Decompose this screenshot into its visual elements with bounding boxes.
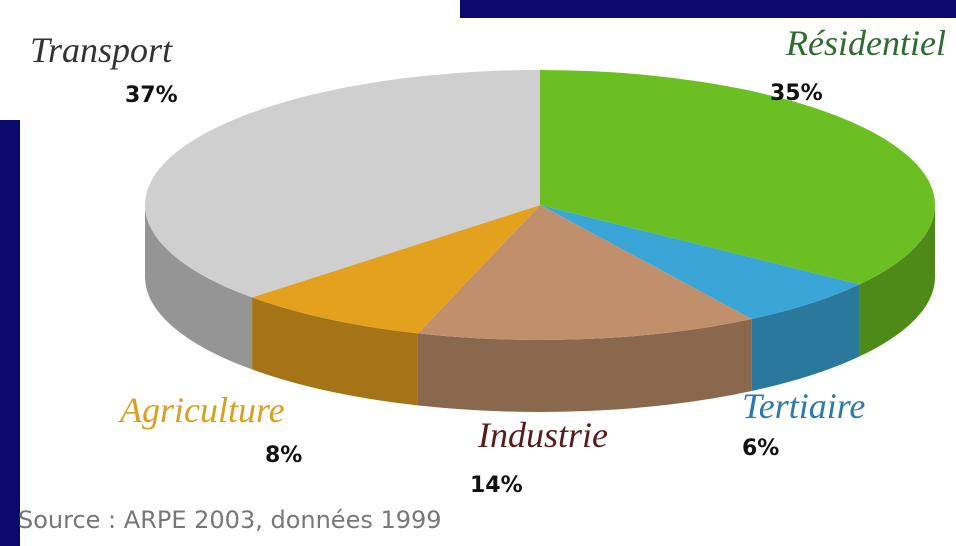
slice xyxy=(417,205,752,412)
slice-top xyxy=(145,70,541,298)
category-label: Agriculture xyxy=(118,390,285,430)
slice-side xyxy=(859,205,935,357)
slice-side xyxy=(145,205,253,370)
category-label: Résidentiel xyxy=(785,23,946,63)
slice-side xyxy=(252,297,418,406)
slice-top xyxy=(417,205,752,341)
slice-top xyxy=(540,70,935,285)
value-label: 35% xyxy=(770,81,823,106)
pie xyxy=(145,70,935,412)
slice xyxy=(145,70,541,370)
value-label: 14% xyxy=(470,473,523,498)
slice-side xyxy=(751,284,860,391)
value-label: 8% xyxy=(265,443,302,468)
slice xyxy=(540,70,935,357)
category-label: Industrie xyxy=(477,415,608,455)
slice-top xyxy=(540,205,860,319)
slice xyxy=(540,205,860,391)
category-label: Transport xyxy=(30,30,173,70)
source-note: Source : ARPE 2003, données 1999 xyxy=(18,506,442,534)
slice xyxy=(252,205,541,406)
slice-side xyxy=(417,318,752,412)
slice-top xyxy=(252,205,541,334)
value-label: 6% xyxy=(742,436,779,461)
value-label: 37% xyxy=(125,83,178,108)
category-label: Tertiaire xyxy=(742,386,865,426)
